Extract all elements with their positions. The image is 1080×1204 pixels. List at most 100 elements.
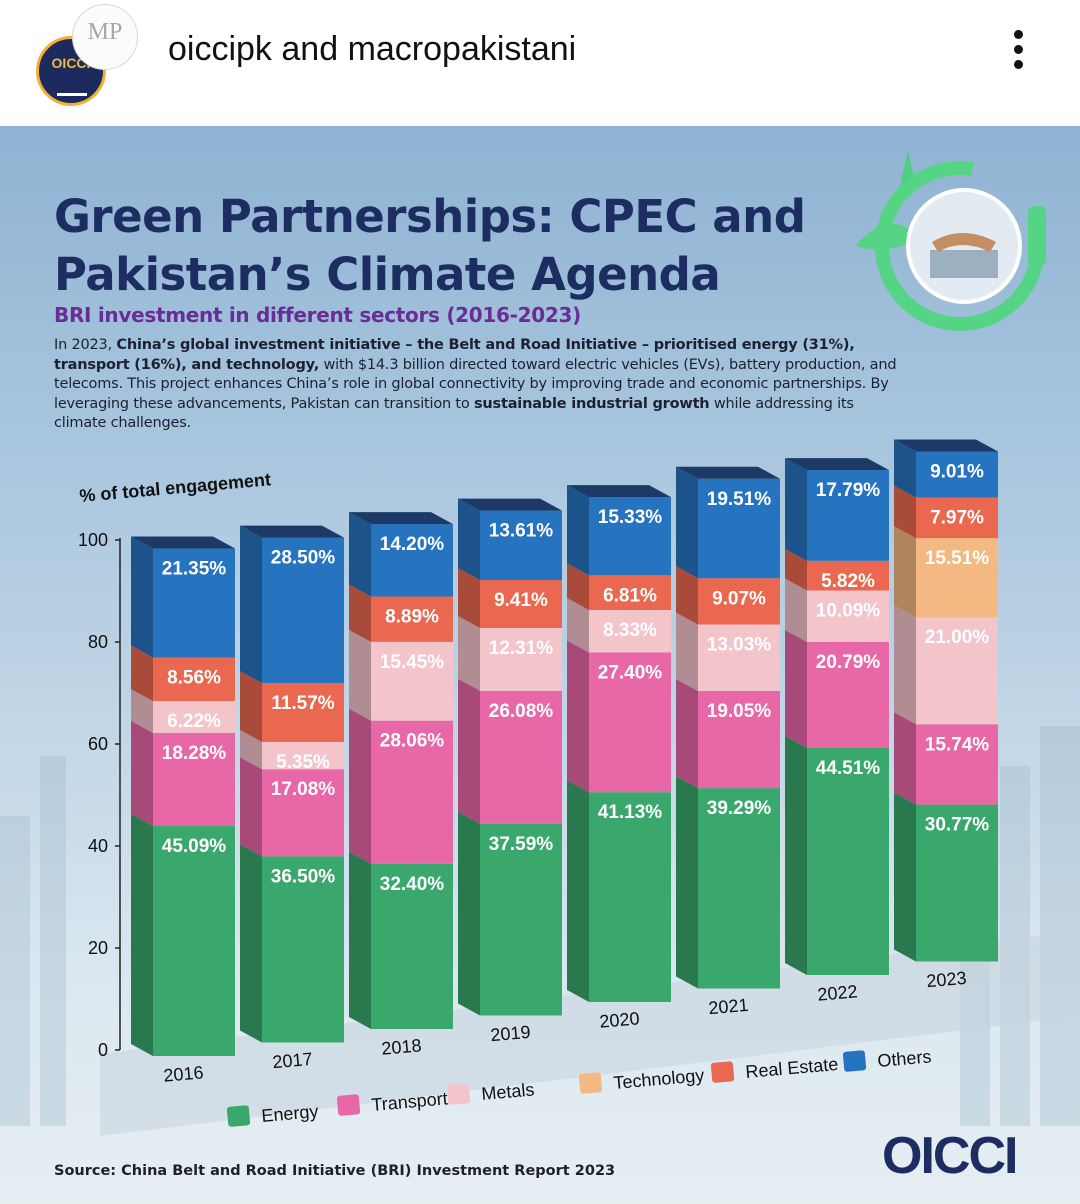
bar-top-face <box>131 536 235 549</box>
bar-value-label: 19.05% <box>707 701 772 722</box>
bar-value-label: 45.09% <box>162 836 227 857</box>
bar-value-label: 8.33% <box>603 620 657 641</box>
macropakistani-avatar[interactable]: MP <box>72 4 138 70</box>
bar-segment-others <box>371 524 453 597</box>
bar-side-metals <box>240 729 262 770</box>
bar-side-real-estate <box>131 645 153 702</box>
bar-side-energy <box>567 780 589 1002</box>
bar-side-real-estate <box>567 563 589 611</box>
account-names: oiccipk and macropakistani <box>168 30 576 69</box>
infographic-poster: Green Partnerships: CPEC and Pakistan’s C… <box>0 126 1080 1204</box>
x-tick-label: 2019 <box>490 1022 532 1045</box>
x-tick-label: 2018 <box>381 1035 423 1058</box>
bar-side-metals <box>894 605 916 725</box>
bar-side-energy <box>676 776 698 989</box>
account-connector: and <box>281 30 339 68</box>
bar-side-real-estate <box>458 568 480 629</box>
more-vertical-icon[interactable] <box>1006 30 1030 78</box>
bar-top-face <box>676 466 780 479</box>
bar-value-label: 17.08% <box>271 779 336 800</box>
post-header: OICCI MP oiccipk and macropakistani <box>0 0 1080 126</box>
bar-side-others <box>131 536 153 658</box>
legend-label: Real Estate <box>745 1054 839 1082</box>
legend-swatch-transport <box>336 1094 361 1116</box>
legend-swatch-metals <box>446 1083 471 1105</box>
bar-value-label: 21.35% <box>162 559 227 580</box>
bar-segment-metals <box>698 624 780 691</box>
bar-value-label: 41.13% <box>598 802 663 823</box>
bar-side-others <box>458 498 480 581</box>
bar-value-label: 13.03% <box>707 635 772 656</box>
bar-value-label: 39.29% <box>707 798 772 819</box>
bar-segment-energy <box>916 804 998 962</box>
bar-segment-transport <box>153 732 235 827</box>
bar-value-label: 36.50% <box>271 866 336 887</box>
ship-icon <box>57 75 87 96</box>
bar-segment-real-estate <box>698 578 780 625</box>
bar-segment-others <box>480 510 562 581</box>
bar-side-real-estate <box>785 548 807 591</box>
bar-segment-energy <box>153 826 235 1056</box>
bar-side-energy <box>894 792 916 962</box>
chart-floor <box>100 931 1080 1136</box>
bar-value-label: 13.61% <box>489 521 554 542</box>
y-tick-label: 20 <box>88 938 108 958</box>
y-tick-label: 40 <box>88 836 108 856</box>
bar-segment-others <box>153 548 235 658</box>
bar-side-energy <box>785 735 807 975</box>
bar-value-label: 5.82% <box>821 571 875 592</box>
x-tick-label: 2022 <box>817 981 859 1004</box>
bar-side-metals <box>567 598 589 653</box>
bar-segment-real-estate <box>153 657 235 702</box>
bar-value-label: 7.97% <box>930 507 984 528</box>
bar-side-energy <box>131 814 153 1056</box>
legend-label: Others <box>877 1046 933 1071</box>
y-tick-label: 0 <box>98 1040 108 1060</box>
bar-side-others <box>349 512 371 597</box>
legend-label: Metals <box>481 1079 536 1104</box>
bar-side-real-estate <box>240 670 262 742</box>
legend-swatch-real-estate <box>710 1061 735 1083</box>
bar-segment-others <box>589 497 671 576</box>
bar-value-label: 11.57% <box>271 693 334 714</box>
bar-value-label: 10.09% <box>816 601 881 622</box>
bar-segment-real-estate <box>371 596 453 642</box>
bar-segment-transport <box>371 720 453 864</box>
x-tick-label: 2017 <box>272 1049 314 1072</box>
bar-side-energy <box>458 811 480 1016</box>
bar-value-label: 28.50% <box>271 548 336 569</box>
bar-segment-energy <box>698 788 780 989</box>
poster-description: In 2023, China’s global investment initi… <box>54 337 897 431</box>
bar-segment-others <box>807 470 889 561</box>
bar-segment-real-estate <box>589 575 671 611</box>
bar-value-label: 15.51% <box>925 548 990 569</box>
bar-segment-metals <box>916 617 998 725</box>
account-link-primary[interactable]: oiccipk <box>168 30 272 68</box>
bar-value-label: 37.59% <box>489 834 554 855</box>
x-tick-label: 2023 <box>926 968 968 991</box>
stacked-bar-chart: 0 20 40 60 80 100 % of total engagement 45.09% 1… <box>78 439 1080 1136</box>
bar-segment-energy <box>589 792 671 1002</box>
bar-value-label: 5.35% <box>276 752 330 773</box>
bar-side-metals <box>458 616 480 691</box>
source-note: Source: China Belt and Road Initiative (… <box>54 1163 616 1179</box>
bar-value-label: 8.56% <box>167 667 221 688</box>
bar-side-metals <box>785 578 807 642</box>
bar-value-label: 28.06% <box>380 731 445 752</box>
bar-side-transport <box>894 712 916 805</box>
bar-side-others <box>894 439 916 498</box>
bar-side-real-estate <box>676 566 698 625</box>
bar-value-label: 21.00% <box>925 627 990 648</box>
bar-side-others <box>567 485 589 576</box>
bar-segment-metals <box>589 610 671 653</box>
bar-side-real-estate <box>349 584 371 642</box>
account-link-secondary[interactable]: macropakistani <box>347 30 577 68</box>
bar-segment-metals <box>153 701 235 733</box>
bar-segment-real-estate <box>480 580 562 629</box>
legend-label: Energy <box>261 1101 320 1126</box>
bar-segment-others <box>916 451 998 498</box>
legend-swatch-others <box>842 1050 867 1072</box>
bar-segment-transport <box>698 690 780 789</box>
bar-value-label: 9.01% <box>930 462 984 483</box>
bar-top-face <box>785 458 889 471</box>
